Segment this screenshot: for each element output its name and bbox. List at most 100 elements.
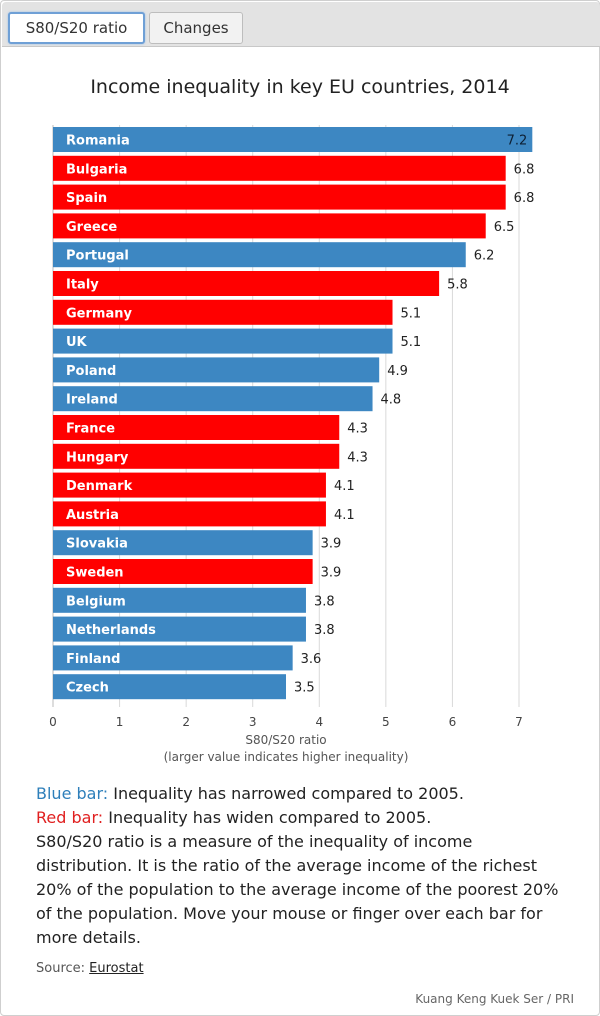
bar-uk[interactable]: UK 5.1 <box>53 328 422 354</box>
bar-rect[interactable] <box>53 443 340 469</box>
bar-value-label: 6.2 <box>474 249 495 264</box>
bar-romania[interactable]: Romania 7.2 <box>53 127 533 152</box>
bar-value-label: 5.1 <box>401 335 422 350</box>
bar-category-label: Greece <box>66 220 117 235</box>
bar-rect[interactable] <box>53 472 326 498</box>
bar-category-label: Bulgaria <box>66 162 127 177</box>
source-label: Source: <box>36 961 90 976</box>
bar-sweden[interactable]: Sweden 3.9 <box>53 559 341 584</box>
tab-bar: S80/S20 ratio Changes <box>2 2 600 47</box>
bar-chart: Income inequality in key EU countries, 2… <box>49 76 535 764</box>
bar-rect[interactable] <box>53 587 306 613</box>
bar-czech[interactable]: Czech 3.5 <box>53 674 315 700</box>
bar-value-label: 4.3 <box>347 450 368 465</box>
bar-rect[interactable] <box>53 674 286 700</box>
bar-value-label: 3.9 <box>321 537 342 552</box>
bar-value-label: 6.5 <box>494 220 515 235</box>
bar-rect[interactable] <box>53 155 506 181</box>
bar-rect[interactable] <box>53 501 326 527</box>
bar-value-label: 4.1 <box>334 508 355 523</box>
bar-value-label: 3.9 <box>321 566 342 581</box>
bar-rect[interactable] <box>53 559 313 584</box>
bar-poland[interactable]: Poland 4.9 <box>53 357 408 383</box>
bar-rect[interactable] <box>53 213 486 239</box>
chart-notes: Blue bar: Inequality has narrowed compar… <box>36 782 566 950</box>
bar-rect[interactable] <box>53 271 440 296</box>
bar-rect[interactable] <box>53 645 293 671</box>
bar-category-label: Poland <box>66 364 116 379</box>
x-tick-label: 7 <box>515 715 523 729</box>
bar-rect[interactable] <box>53 616 306 642</box>
bar-portugal[interactable]: Portugal 6.2 <box>53 242 495 268</box>
bar-rect[interactable] <box>53 386 373 412</box>
bar-belgium[interactable]: Belgium 3.8 <box>53 587 335 613</box>
bar-rect[interactable] <box>53 127 533 152</box>
bar-value-label: 4.8 <box>381 393 402 408</box>
x-tick-label: 6 <box>449 715 457 729</box>
bar-category-label: Czech <box>66 681 109 696</box>
blue-bar-text: Inequality has narrowed compared to 2005… <box>108 784 464 803</box>
ratio-description: S80/S20 ratio is a measure of the inequa… <box>36 832 559 947</box>
source-line: Source: Eurostat <box>36 961 144 976</box>
bar-rect[interactable] <box>53 299 393 325</box>
x-tick-label: 1 <box>116 715 124 729</box>
bar-category-label: UK <box>66 335 88 350</box>
x-tick-label: 5 <box>382 715 390 729</box>
chart-title: Income inequality in key EU countries, 2… <box>90 76 509 98</box>
bar-finland[interactable]: Finland 3.6 <box>53 645 322 671</box>
bar-hungary[interactable]: Hungary 4.3 <box>53 443 368 469</box>
bar-category-label: Spain <box>66 191 107 206</box>
bar-category-label: France <box>66 422 115 437</box>
x-axis-label: S80/S20 ratio <box>245 733 326 747</box>
bar-value-label: 5.8 <box>447 278 468 293</box>
source-link[interactable]: Eurostat <box>89 961 144 976</box>
bar-france[interactable]: France 4.3 <box>53 415 368 440</box>
bar-category-label: Portugal <box>66 249 129 264</box>
bar-italy[interactable]: Italy 5.8 <box>53 271 468 296</box>
x-tick-label: 4 <box>315 715 323 729</box>
bar-value-label: 4.1 <box>334 479 355 494</box>
bar-value-label: 6.8 <box>514 191 535 206</box>
bar-bulgaria[interactable]: Bulgaria 6.8 <box>53 155 534 181</box>
bar-category-label: Italy <box>66 278 99 293</box>
x-tick-label: 2 <box>182 715 190 729</box>
x-tick-label: 3 <box>249 715 257 729</box>
bar-rect[interactable] <box>53 415 340 440</box>
bar-denmark[interactable]: Denmark 4.1 <box>53 472 355 498</box>
bar-rect[interactable] <box>53 242 466 268</box>
bar-value-label: 5.1 <box>401 306 422 321</box>
bar-rect[interactable] <box>53 184 506 210</box>
bar-slovakia[interactable]: Slovakia 3.9 <box>53 530 342 556</box>
bar-rect[interactable] <box>53 357 380 383</box>
bar-category-label: Slovakia <box>66 537 128 552</box>
bar-value-label: 7.2 <box>507 134 528 149</box>
bar-germany[interactable]: Germany 5.1 <box>53 299 422 325</box>
bar-value-label: 4.9 <box>387 364 408 379</box>
bar-category-label: Finland <box>66 652 120 667</box>
credit-line: Kuang Keng Kuek Ser / PRI <box>415 992 574 1006</box>
bars-group: Romania 7.2 Bulgaria 6.8 Spain 6.8 Greece 6.5 Po… <box>53 127 535 700</box>
bar-rect[interactable] <box>53 328 393 354</box>
bar-value-label: 3.8 <box>314 623 335 638</box>
x-axis-sublabel: (larger value indicates higher inequalit… <box>164 750 409 764</box>
red-bar-label: Red bar: <box>36 808 104 827</box>
bar-category-label: Denmark <box>66 479 133 494</box>
bar-austria[interactable]: Austria 4.1 <box>53 501 355 527</box>
bar-spain[interactable]: Spain 6.8 <box>53 184 535 210</box>
bar-ireland[interactable]: Ireland 4.8 <box>53 386 402 412</box>
bar-netherlands[interactable]: Netherlands 3.8 <box>53 616 335 642</box>
bar-value-label: 3.5 <box>294 681 315 696</box>
tab-s80-s20-ratio[interactable]: S80/S20 ratio <box>8 12 145 44</box>
bar-rect[interactable] <box>53 530 313 556</box>
bar-value-label: 3.6 <box>301 652 322 667</box>
bar-greece[interactable]: Greece 6.5 <box>53 213 515 239</box>
bar-category-label: Romania <box>66 134 130 149</box>
bar-category-label: Hungary <box>66 450 129 465</box>
bar-value-label: 3.8 <box>314 594 335 609</box>
x-tick-label: 0 <box>49 715 57 729</box>
bar-category-label: Austria <box>66 508 119 523</box>
red-bar-text: Inequality has widen compared to 2005. <box>103 808 432 827</box>
tab-changes[interactable]: Changes <box>149 12 243 44</box>
bar-value-label: 4.3 <box>347 422 368 437</box>
bar-category-label: Sweden <box>66 566 124 581</box>
